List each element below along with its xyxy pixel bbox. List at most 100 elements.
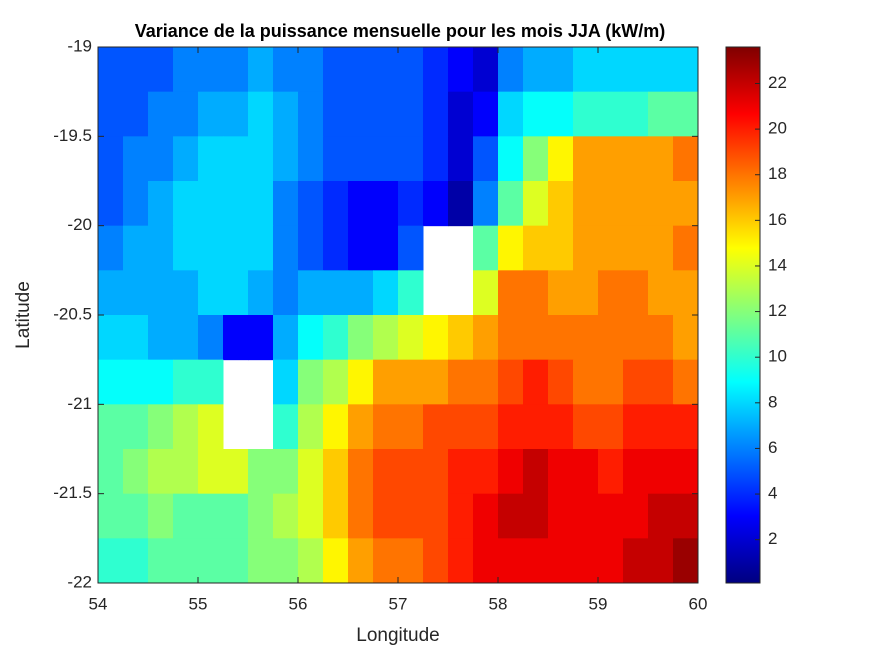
heatmap-cell [323,538,349,584]
y-tick-label: -21.5 [53,483,92,502]
x-tick-label: 54 [89,594,108,613]
heatmap-cell [273,538,299,584]
colorbar-tick-label: 10 [768,347,787,366]
y-tick-label: -20.5 [53,304,92,323]
heatmap-cell [598,449,624,495]
heatmap-cell [498,181,524,227]
heatmap-cell [648,493,674,539]
heatmap-cell [173,91,199,137]
heatmap-cell [473,315,499,361]
heatmap-cell [223,47,249,93]
heatmap-cell [223,225,249,271]
heatmap-cell [523,359,549,405]
heatmap-cell [173,404,199,450]
heatmap-cell [348,449,374,495]
heatmap-cell [148,136,174,182]
heatmap-cell [98,538,124,584]
heatmap-cell [573,493,599,539]
heatmap-cell [523,91,549,137]
heatmap-cell [548,449,574,495]
heatmap-cell [223,181,249,227]
heatmap-cell [223,136,249,182]
heatmap-cell [648,315,674,361]
heatmap-cell [98,270,124,316]
heatmap-cell [598,270,624,316]
heatmap-cell [98,47,124,93]
heatmap-cell [548,91,574,137]
heatmap-cell [673,359,699,405]
heatmap-cell [148,493,174,539]
heatmap-cell [673,136,699,182]
heatmap-cell [273,315,299,361]
heatmap-cell [123,91,149,137]
heatmap-cell [398,47,424,93]
heatmap-cell [348,136,374,182]
heatmap-cell [198,136,224,182]
heatmap-cell [98,91,124,137]
heatmap-cell [98,181,124,227]
heatmap-cell [223,315,249,361]
heatmap-cell [598,136,624,182]
heatmap-cell [373,359,399,405]
heatmap-cell [123,47,149,93]
heatmap-cell [248,270,274,316]
heatmap-cell [323,404,349,450]
heatmap-cell [348,225,374,271]
heatmap-cell [523,449,549,495]
heatmap-cell [323,315,349,361]
heatmap-cell [323,47,349,93]
heatmap-cell [523,538,549,584]
heatmap-cell [198,359,224,405]
heatmap-cell [573,315,599,361]
heatmap-cell [548,270,574,316]
heatmap-cell [623,91,649,137]
heatmap-cell [348,493,374,539]
heatmap-cell [673,315,699,361]
heatmap-cell [573,538,599,584]
heatmap-cell [298,404,324,450]
heatmap-cell [323,270,349,316]
heatmap-cell [398,404,424,450]
heatmap-cell [423,91,449,137]
y-tick-label: -19.5 [53,126,92,145]
heatmap-cell [173,538,199,584]
heatmap-cell [398,91,424,137]
y-tick-label: -21 [67,394,92,413]
x-tick-label: 60 [689,594,708,613]
heatmap-cell [198,315,224,361]
heatmap-cell [623,225,649,271]
heatmap-cell [673,493,699,539]
heatmap-cell [373,136,399,182]
heatmap-cell [448,359,474,405]
heatmap-cell [573,47,599,93]
heatmap-cell [623,315,649,361]
heatmap-cell [473,91,499,137]
heatmap-cell [473,493,499,539]
heatmap-cell [273,270,299,316]
heatmap-cell [473,404,499,450]
heatmap-cell [448,181,474,227]
heatmap-cell [348,404,374,450]
colorbar-tick-label: 12 [768,301,787,320]
colorbar-tick-label: 14 [768,255,787,274]
heatmap-cell [373,493,399,539]
heatmap-cell [348,538,374,584]
x-tick-label: 57 [389,594,408,613]
heatmap-cell [148,91,174,137]
heatmap-cell [273,91,299,137]
heatmap-cell [423,181,449,227]
heatmap-cell [598,493,624,539]
heatmap-cell [223,493,249,539]
heatmap-cell [298,359,324,405]
x-tick-label: 58 [489,594,508,613]
heatmap-cell [98,315,124,361]
heatmap-cell [98,404,124,450]
heatmap-cell [373,91,399,137]
heatmap-cell [523,225,549,271]
heatmap-cell [123,404,149,450]
heatmap-cell [573,225,599,271]
heatmap-cell [448,493,474,539]
heatmap-cell [648,136,674,182]
heatmap-cell [648,449,674,495]
